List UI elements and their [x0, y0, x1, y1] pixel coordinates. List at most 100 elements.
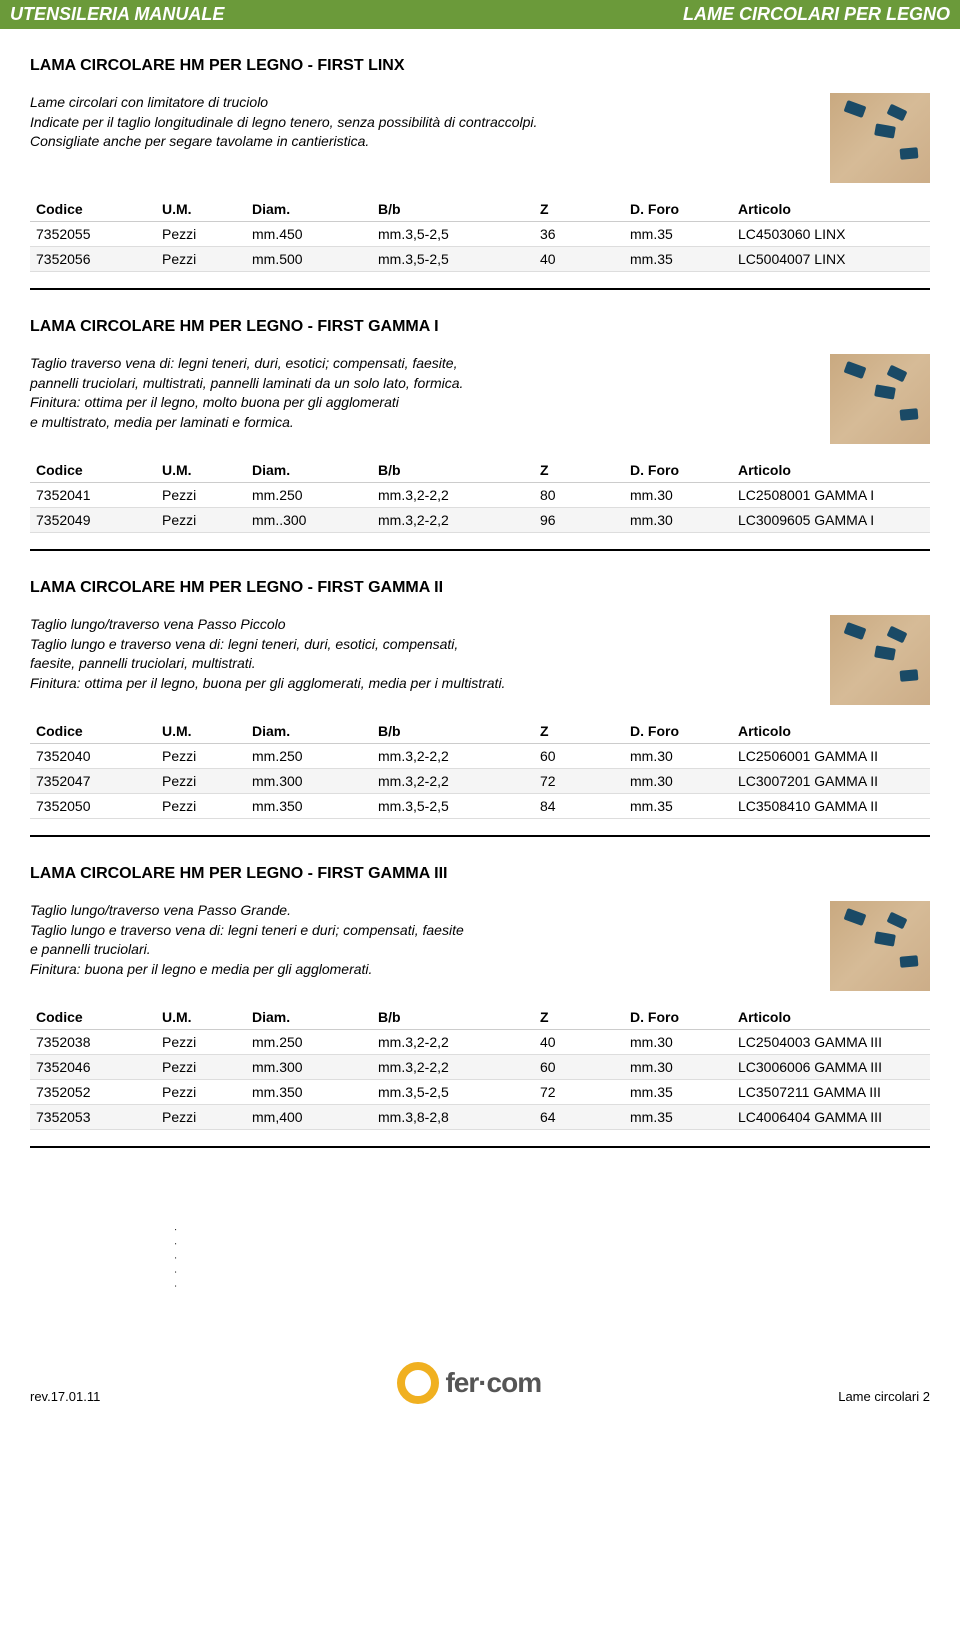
table-header: Articolo	[732, 719, 930, 744]
table-cell: mm.35	[624, 222, 732, 247]
table-cell: Pezzi	[156, 483, 246, 508]
table-header: Articolo	[732, 458, 930, 483]
table-cell: mm.300	[246, 1055, 372, 1080]
blade-thumbnail-icon	[830, 93, 930, 183]
product-section: LAMA CIRCOLARE HM PER LEGNO - FIRST GAMM…	[30, 318, 930, 551]
table-cell: Pezzi	[156, 247, 246, 272]
table-cell: mm.3,5-2,5	[372, 1080, 534, 1105]
table-header: Codice	[30, 1005, 156, 1030]
table-cell: 7352053	[30, 1105, 156, 1130]
section-description: Taglio traverso vena di: legni teneri, d…	[30, 354, 810, 432]
footer-logo: fer·com	[397, 1362, 541, 1404]
table-header: Diam.	[246, 458, 372, 483]
header-left: UTENSILERIA MANUALE	[10, 4, 224, 25]
blade-thumbnail-icon	[830, 354, 930, 444]
section-divider	[30, 549, 930, 551]
table-header: Codice	[30, 719, 156, 744]
table-cell: mm.35	[624, 794, 732, 819]
table-cell: 7352046	[30, 1055, 156, 1080]
table-cell: mm.30	[624, 483, 732, 508]
table-header: Articolo	[732, 197, 930, 222]
table-row: 7352046Pezzimm.300mm.3,2-2,260mm.30LC300…	[30, 1055, 930, 1080]
table-cell: mm.250	[246, 483, 372, 508]
footer-rev: rev.17.01.11	[30, 1389, 100, 1404]
table-cell: mm.350	[246, 1080, 372, 1105]
table-row: 7352049Pezzimm..300mm.3,2-2,296mm.30LC30…	[30, 508, 930, 533]
table-header: Z	[534, 1005, 624, 1030]
table-cell: mm,400	[246, 1105, 372, 1130]
table-cell: mm..300	[246, 508, 372, 533]
table-cell: mm.350	[246, 794, 372, 819]
table-cell: 60	[534, 1055, 624, 1080]
table-cell: 72	[534, 769, 624, 794]
section-description: Taglio lungo/traverso vena Passo Piccolo…	[30, 615, 810, 693]
blade-thumbnail-icon	[830, 615, 930, 705]
table-cell: 80	[534, 483, 624, 508]
product-section: LAMA CIRCOLARE HM PER LEGNO - FIRST GAMM…	[30, 865, 930, 1148]
table-cell: LC2504003 GAMMA III	[732, 1030, 930, 1055]
table-row: 7352040Pezzimm.250mm.3,2-2,260mm.30LC250…	[30, 744, 930, 769]
table-header: D. Foro	[624, 458, 732, 483]
table-cell: 7352049	[30, 508, 156, 533]
table-cell: mm.250	[246, 1030, 372, 1055]
table-cell: mm.30	[624, 1055, 732, 1080]
product-section: LAMA CIRCOLARE HM PER LEGNO - FIRST GAMM…	[30, 579, 930, 837]
table-cell: mm.3,5-2,5	[372, 794, 534, 819]
table-header: D. Foro	[624, 1005, 732, 1030]
table-cell: 7352038	[30, 1030, 156, 1055]
table-cell: LC3006006 GAMMA III	[732, 1055, 930, 1080]
table-header: Articolo	[732, 1005, 930, 1030]
section-title: LAMA CIRCOLARE HM PER LEGNO - FIRST GAMM…	[30, 318, 930, 336]
table-cell: 84	[534, 794, 624, 819]
table-row: 7352038Pezzimm.250mm.3,2-2,240mm.30LC250…	[30, 1030, 930, 1055]
table-cell: LC4503060 LINX	[732, 222, 930, 247]
table-cell: 7352056	[30, 247, 156, 272]
table-row: 7352041Pezzimm.250mm.3,2-2,280mm.30LC250…	[30, 483, 930, 508]
table-cell: mm.30	[624, 1030, 732, 1055]
table-cell: mm.3,2-2,2	[372, 1055, 534, 1080]
table-header: D. Foro	[624, 719, 732, 744]
table-cell: mm.3,5-2,5	[372, 222, 534, 247]
table-header: Z	[534, 458, 624, 483]
table-header: B/b	[372, 1005, 534, 1030]
table-row: 7352050Pezzimm.350mm.3,5-2,584mm.35LC350…	[30, 794, 930, 819]
table-cell: mm.3,2-2,2	[372, 769, 534, 794]
table-cell: LC4006404 GAMMA III	[732, 1105, 930, 1130]
table-header: B/b	[372, 719, 534, 744]
product-table: CodiceU.M.Diam.B/bZD. ForoArticolo735203…	[30, 1005, 930, 1130]
table-cell: 60	[534, 744, 624, 769]
table-header: Diam.	[246, 1005, 372, 1030]
table-header: Diam.	[246, 719, 372, 744]
table-cell: 7352040	[30, 744, 156, 769]
table-header: U.M.	[156, 1005, 246, 1030]
table-cell: mm.300	[246, 769, 372, 794]
section-divider	[30, 1146, 930, 1148]
section-divider	[30, 835, 930, 837]
table-cell: mm.3,2-2,2	[372, 508, 534, 533]
table-cell: mm.3,2-2,2	[372, 483, 534, 508]
table-cell: mm.30	[624, 769, 732, 794]
table-cell: Pezzi	[156, 794, 246, 819]
table-header: U.M.	[156, 719, 246, 744]
description-row: Taglio lungo/traverso vena Passo Piccolo…	[30, 615, 930, 705]
table-cell: Pezzi	[156, 1105, 246, 1130]
table-cell: Pezzi	[156, 744, 246, 769]
table-cell: 96	[534, 508, 624, 533]
description-row: Lame circolari con limitatore di truciol…	[30, 93, 930, 183]
table-cell: LC3507211 GAMMA III	[732, 1080, 930, 1105]
page-footer: rev.17.01.11 fer·com Lame circolari 2	[0, 1352, 960, 1424]
table-header: B/b	[372, 458, 534, 483]
table-header: Z	[534, 197, 624, 222]
table-header: Codice	[30, 458, 156, 483]
table-cell: Pezzi	[156, 508, 246, 533]
table-cell: 7352041	[30, 483, 156, 508]
blade-thumbnail-icon	[830, 901, 930, 991]
section-description: Lame circolari con limitatore di truciol…	[30, 93, 810, 152]
section-title: LAMA CIRCOLARE HM PER LEGNO - FIRST LINX	[30, 57, 930, 75]
table-cell: LC2508001 GAMMA I	[732, 483, 930, 508]
table-header: Diam.	[246, 197, 372, 222]
table-cell: mm.35	[624, 1105, 732, 1130]
table-row: 7352055Pezzimm.450mm.3,5-2,536mm.35LC450…	[30, 222, 930, 247]
table-header: Codice	[30, 197, 156, 222]
table-cell: 36	[534, 222, 624, 247]
